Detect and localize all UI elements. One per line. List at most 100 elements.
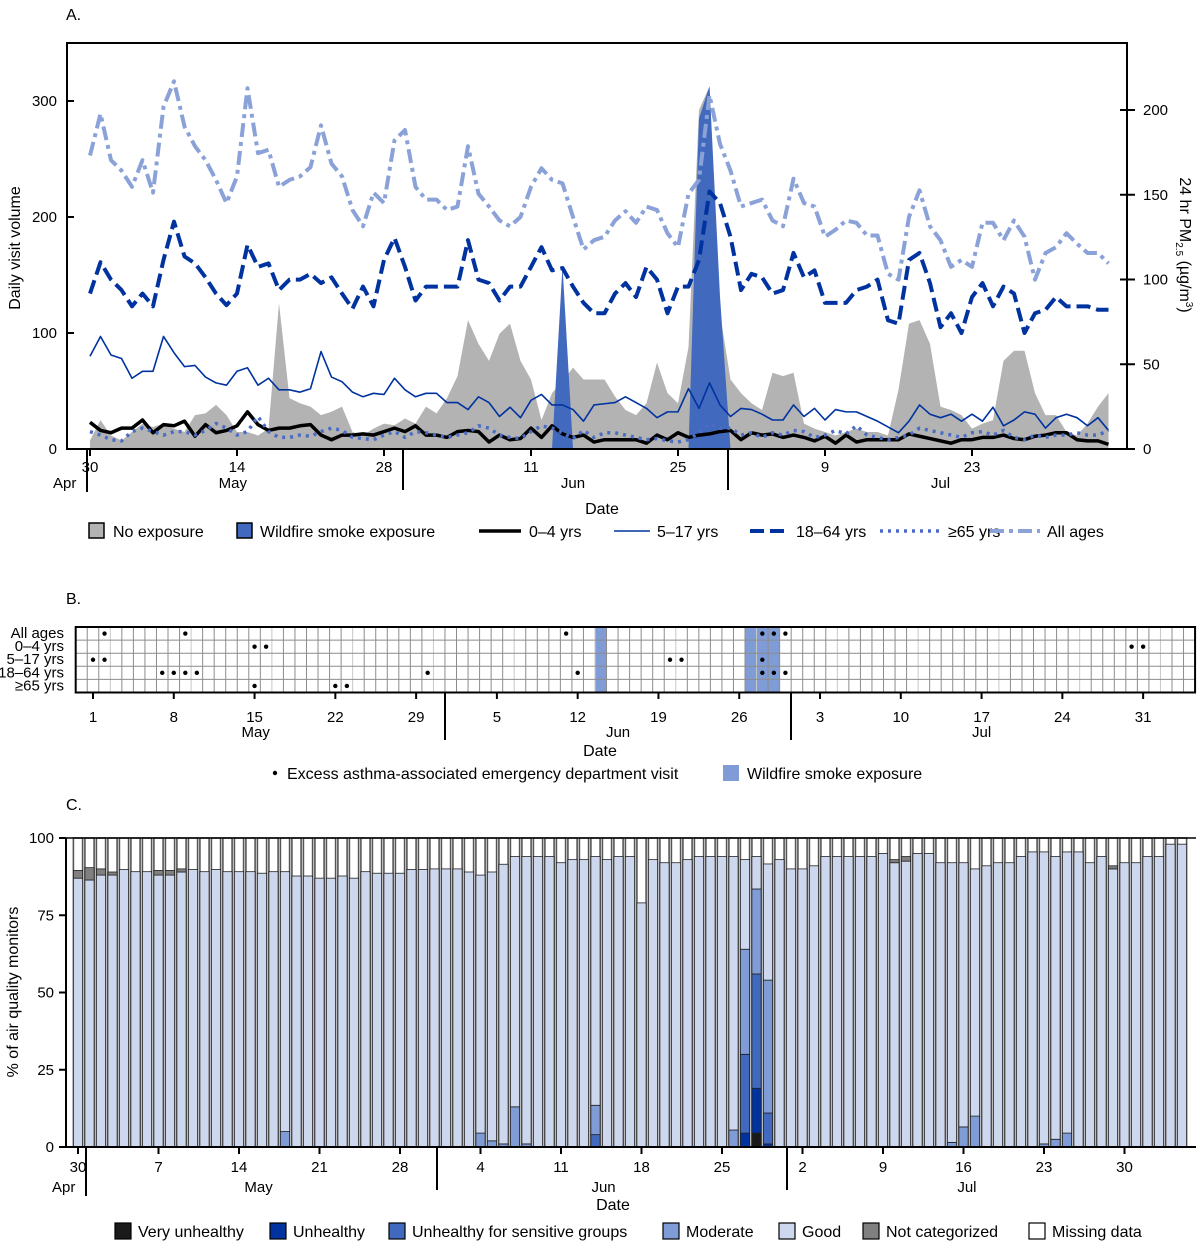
bar-segment-not-categorized bbox=[96, 868, 107, 876]
x-tick-label: 3 bbox=[816, 709, 824, 726]
bar-day bbox=[118, 837, 130, 1148]
bar-segment-moderate bbox=[958, 1126, 969, 1148]
x-tick-label: 25 bbox=[714, 1159, 731, 1176]
bar-segment-good bbox=[440, 868, 451, 1148]
bar-day bbox=[544, 837, 555, 1148]
bar-segment-good bbox=[1131, 862, 1142, 1148]
panel-a-plot-frame bbox=[66, 42, 1128, 450]
bar-day bbox=[107, 837, 118, 1148]
bar-day bbox=[958, 837, 969, 1148]
panel-c-legend: Very unhealthy Unhealthy Unhealthy for sen… bbox=[114, 1222, 1142, 1241]
legend-swatch bbox=[388, 1222, 406, 1240]
row-label: 18–64 yrs bbox=[0, 664, 64, 681]
legend-label: Unhealthy bbox=[293, 1224, 365, 1241]
bar-segment-good bbox=[602, 859, 613, 1148]
month-label: May bbox=[242, 724, 271, 741]
excess-visit-dot bbox=[252, 644, 257, 649]
legend-swatch bbox=[662, 1222, 680, 1240]
bar-segment-good bbox=[924, 853, 935, 1148]
month-label: Apr bbox=[53, 475, 76, 492]
bar-segment-good bbox=[797, 868, 808, 1148]
bar-segment-good bbox=[1062, 851, 1073, 1134]
bar-segment-good bbox=[1027, 851, 1038, 1148]
x-tick-label: 30 bbox=[70, 1159, 87, 1176]
bar-day bbox=[1015, 837, 1027, 1148]
bar-segment-not-categorized bbox=[153, 870, 164, 876]
bar-segment-good bbox=[763, 863, 774, 981]
bar-day bbox=[509, 837, 521, 1148]
legend-label: 18–64 yrs bbox=[796, 524, 866, 541]
bar-day bbox=[95, 837, 107, 1148]
excess-visit-dot bbox=[90, 657, 96, 662]
bar-segment-good bbox=[740, 859, 751, 950]
bar-day bbox=[1073, 837, 1084, 1148]
y2-tick-label: 50 bbox=[1143, 356, 1160, 373]
bar-segment-good bbox=[717, 856, 728, 1148]
bar-segment-good bbox=[947, 862, 958, 1143]
bar-day bbox=[969, 837, 981, 1148]
y-tick-label: 300 bbox=[32, 93, 57, 110]
x-tick-label: 8 bbox=[170, 709, 178, 726]
bar-day bbox=[705, 837, 716, 1148]
excess-visit-dot bbox=[102, 631, 107, 636]
bar-day bbox=[762, 837, 774, 1148]
x-tick-label: 24 bbox=[1054, 709, 1071, 726]
bar-day bbox=[337, 837, 348, 1148]
bar-segment-good bbox=[1177, 843, 1188, 1148]
bar-day bbox=[153, 837, 164, 1148]
bar-day bbox=[774, 837, 785, 1148]
bar-segment-not-categorized bbox=[107, 871, 118, 876]
panel-a-visits-line-chart: A. 0 100 200 300 0 50 100 150 200 30 14 28 11 25 9 23 Ap… bbox=[7, 7, 1194, 541]
bar-day bbox=[1142, 837, 1153, 1148]
bar-segment-good bbox=[1073, 851, 1084, 1148]
legend-label: Missing data bbox=[1052, 1224, 1142, 1241]
x-tick-label: 21 bbox=[311, 1159, 328, 1176]
bar-segment-good bbox=[371, 872, 382, 1148]
panel-a-y-axis-title: Daily visit volume bbox=[7, 186, 24, 310]
bar-day bbox=[1130, 837, 1142, 1148]
bar-day bbox=[406, 837, 417, 1148]
bar-day bbox=[1061, 837, 1073, 1148]
panel-b-x-axis-title: Date bbox=[583, 743, 617, 760]
y-tick-label: 0 bbox=[46, 1139, 54, 1156]
bar-day bbox=[1153, 837, 1165, 1148]
bar-day bbox=[785, 837, 797, 1148]
excess-visit-dot bbox=[575, 670, 580, 676]
bar-day bbox=[613, 837, 624, 1148]
legend-label: Excess asthma-associated emergency depar… bbox=[287, 766, 679, 783]
bar-segment-good bbox=[625, 856, 636, 1148]
legend-label: 0–4 yrs bbox=[529, 524, 581, 541]
bar-day bbox=[1107, 837, 1119, 1148]
smoke-exposure-cell bbox=[745, 627, 757, 693]
bar-day bbox=[383, 837, 394, 1148]
bar-segment-moderate bbox=[740, 948, 751, 1055]
bar-segment-good bbox=[613, 856, 624, 1148]
smoke-exposure-cell bbox=[768, 627, 780, 693]
y2-title-part: (µg/m bbox=[1176, 256, 1193, 302]
bar-segment-good bbox=[1050, 856, 1061, 1140]
bar-segment-good bbox=[544, 856, 555, 1148]
bar-day bbox=[797, 837, 808, 1148]
bar-segment-good bbox=[141, 871, 152, 1148]
bar-segment-good bbox=[222, 871, 233, 1148]
bar-day bbox=[429, 837, 440, 1148]
bar-day bbox=[486, 837, 498, 1148]
x-tick-label: 5 bbox=[493, 709, 501, 726]
bar-day bbox=[636, 837, 647, 1148]
x-tick-label: 22 bbox=[327, 709, 344, 726]
bar-segment-not-categorized bbox=[84, 867, 95, 881]
panel-a-label: A. bbox=[66, 7, 81, 24]
bar-segment-good bbox=[648, 859, 659, 1148]
legend-label: Good bbox=[802, 1224, 841, 1241]
excess-visit-dot bbox=[667, 657, 673, 662]
bar-day bbox=[670, 837, 682, 1148]
bar-day bbox=[440, 837, 452, 1148]
bar-segment-good bbox=[429, 868, 440, 1148]
bar-segment-good bbox=[590, 856, 601, 1106]
bar-segment-good bbox=[325, 877, 336, 1148]
bar-day bbox=[820, 837, 831, 1148]
bar-segment-good bbox=[1119, 862, 1130, 1148]
y2-title-part: 24 hr PM bbox=[1176, 177, 1193, 242]
bar-segment-moderate bbox=[970, 1115, 981, 1148]
bar-segment-not-categorized bbox=[176, 868, 187, 873]
